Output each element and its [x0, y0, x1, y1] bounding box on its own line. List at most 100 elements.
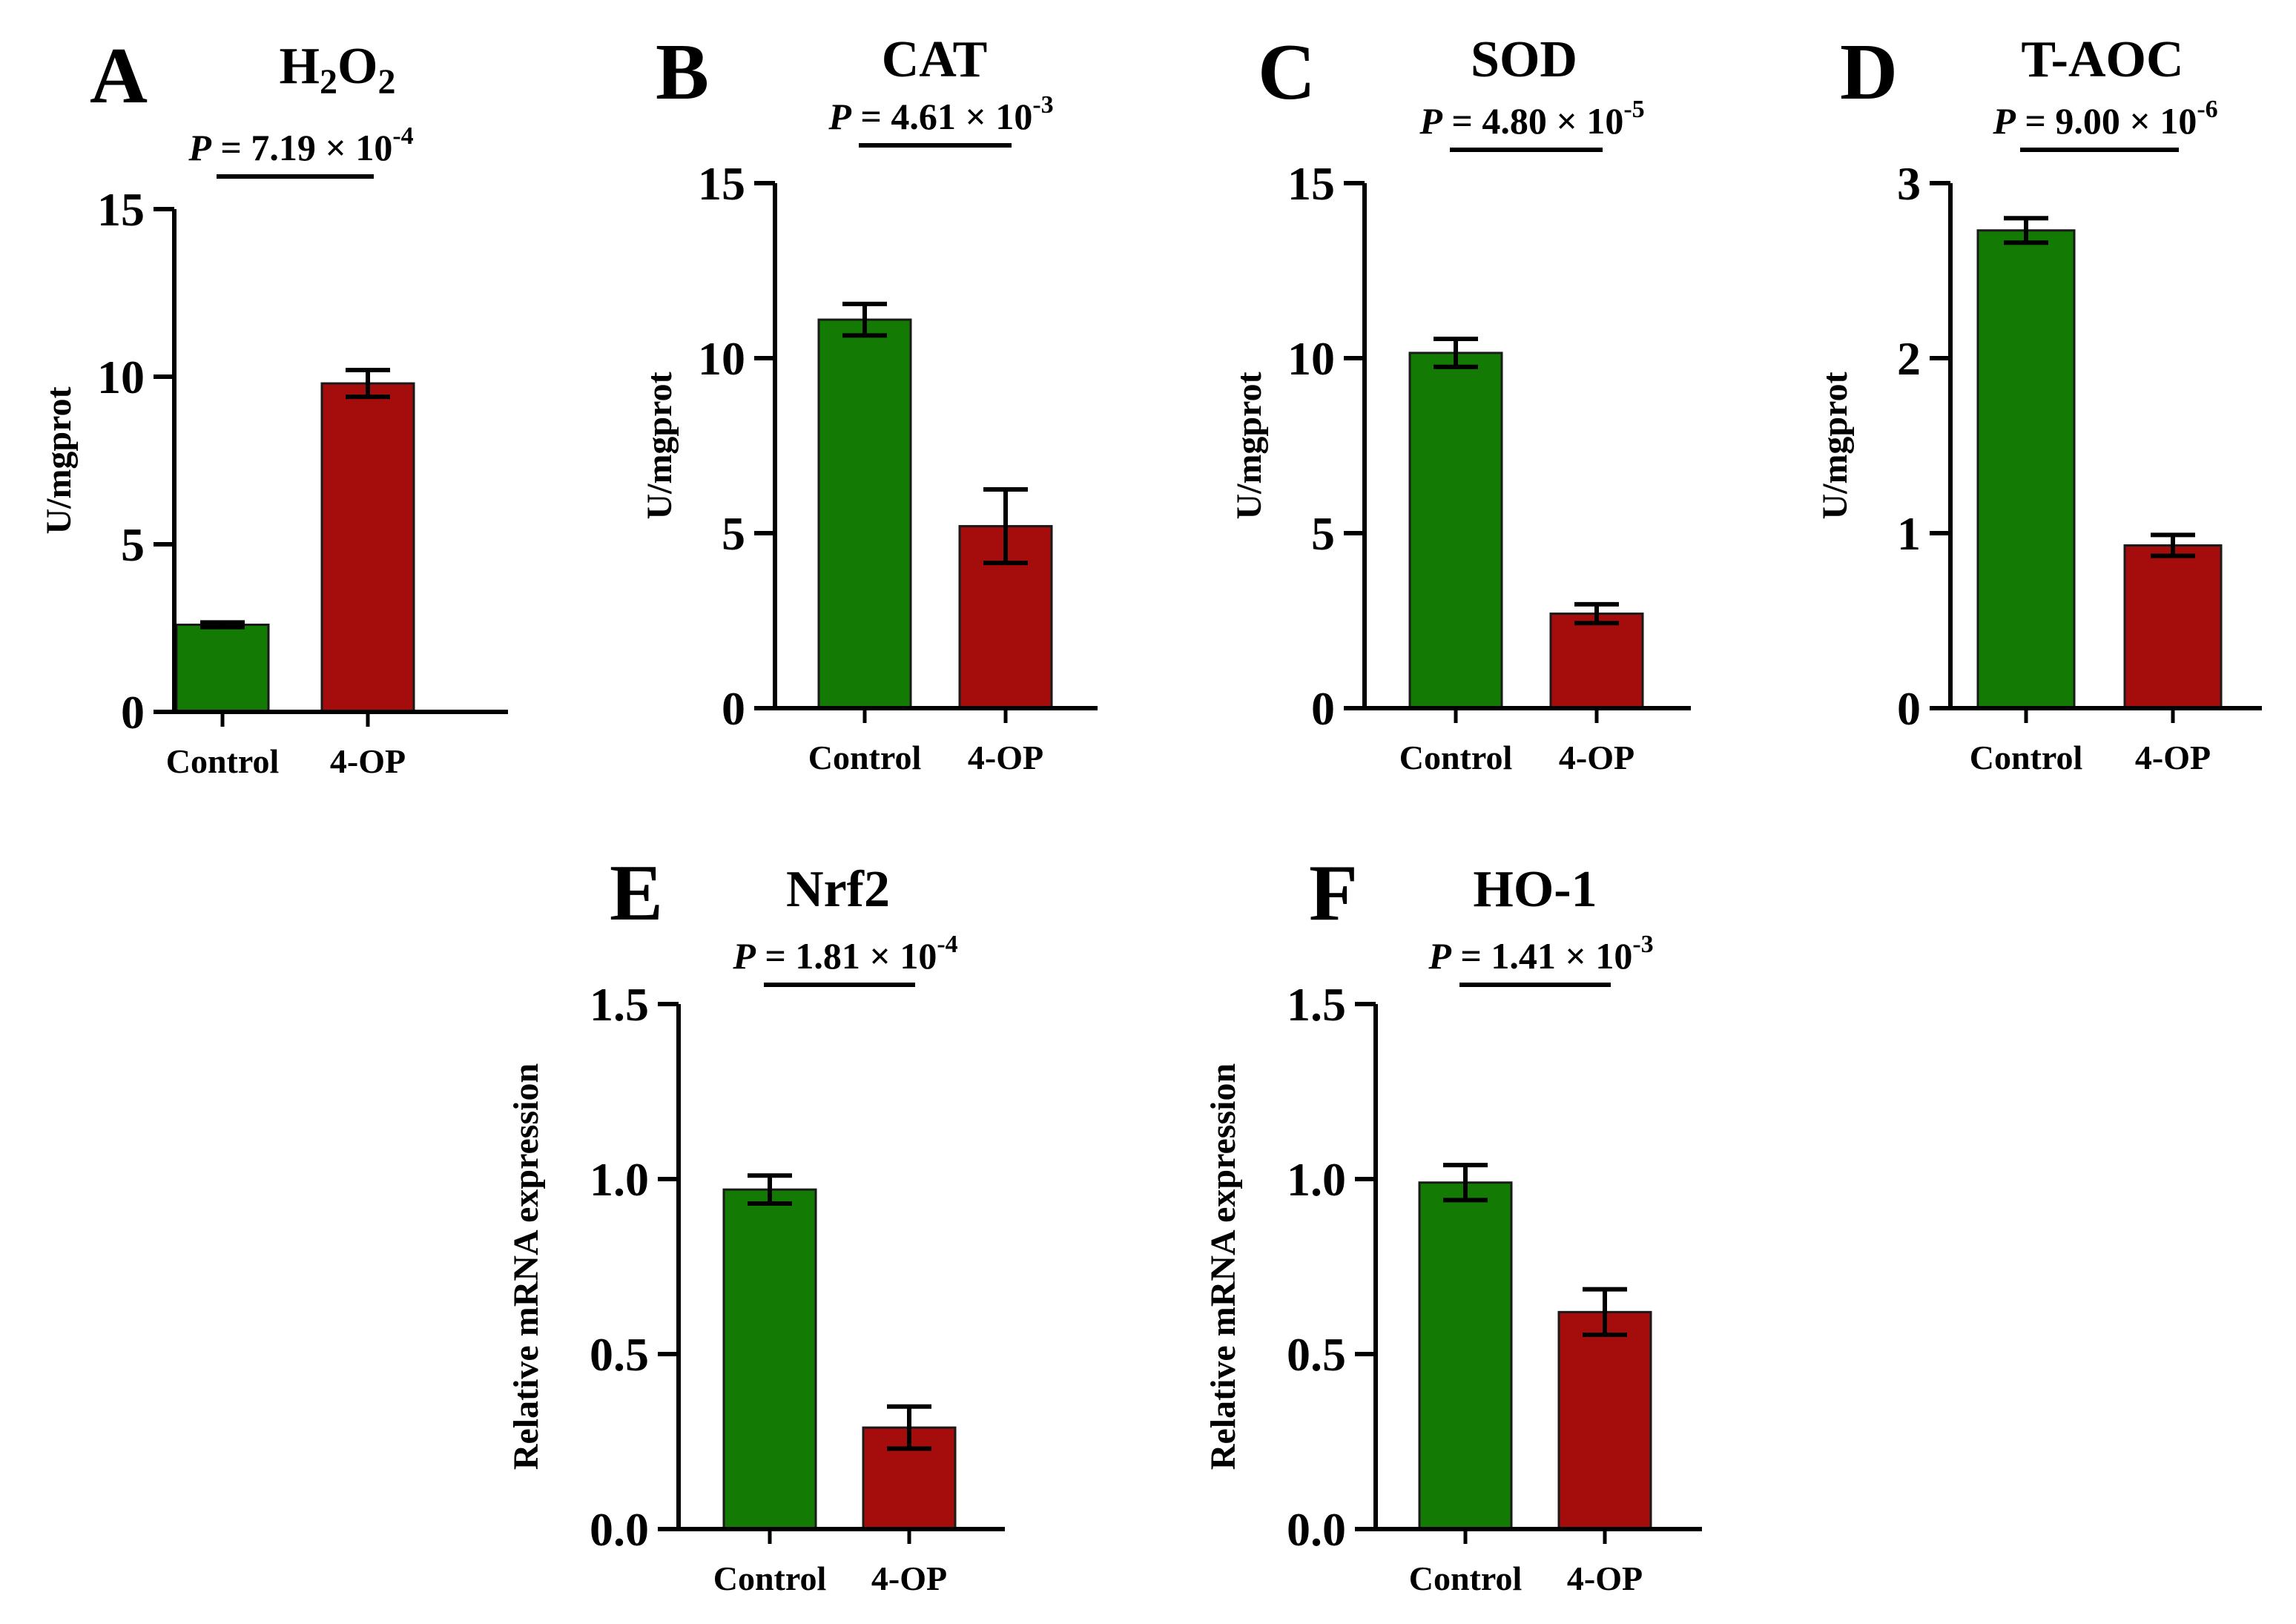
- p-value-exponent: -3: [1032, 91, 1053, 119]
- p-value-number: = 4.80 × 10: [1442, 100, 1623, 142]
- x-tick-label: 4-OP: [1567, 1559, 1643, 1597]
- y-tick-label: 0.0: [1287, 1503, 1346, 1556]
- p-value-label: P = 1.81 × 10-4: [732, 931, 957, 977]
- panel-letter: D: [1840, 28, 1898, 116]
- bar-control: [817, 318, 912, 710]
- p-value-label: P = 4.61 × 10-3: [828, 91, 1053, 137]
- x-tick-label: Control: [713, 1559, 827, 1597]
- y-tick-label: 1: [1897, 507, 1921, 560]
- bar-treatment: [2123, 544, 2223, 710]
- panel-title: Nrf2: [786, 861, 890, 918]
- x-tick-label: 4-OP: [1559, 739, 1634, 776]
- y-tick-label: 3: [1897, 157, 1921, 210]
- p-symbol: P: [1992, 100, 2016, 142]
- p-value-exponent: -3: [1632, 931, 1653, 958]
- y-tick-label: 1.0: [1287, 1153, 1346, 1206]
- p-value-label: P = 7.19 × 10-4: [188, 122, 413, 168]
- y-axis-label: Relative mRNA expression: [1204, 1063, 1243, 1470]
- title-part: O: [337, 38, 377, 95]
- y-tick-label: 2: [1897, 332, 1921, 385]
- p-symbol: P: [828, 96, 851, 137]
- p-value-label: P = 4.80 × 10-5: [1419, 96, 1644, 142]
- p-value-exponent: -4: [937, 931, 957, 958]
- p-value-exponent: -4: [392, 122, 413, 150]
- bar-control: [1418, 1181, 1513, 1531]
- y-tick-label: 0: [121, 686, 145, 739]
- p-value-number: = 4.61 × 10: [851, 96, 1032, 137]
- panel-letter: F: [1309, 849, 1358, 937]
- x-tick-label: Control: [1399, 739, 1513, 776]
- p-value-exponent: -5: [1623, 96, 1644, 123]
- bar-control: [1976, 229, 2076, 710]
- panel-f: F HO-1 P = 1.41 × 10-3 Control 4-OP 0.0 0.5 1.0…: [1204, 849, 1702, 1597]
- p-symbol: P: [1419, 100, 1442, 142]
- p-value-label: P = 1.41 × 10-3: [1428, 931, 1653, 977]
- y-axis-label: U/mgprot: [1815, 372, 1855, 519]
- bar-treatment: [1557, 1310, 1652, 1531]
- panel-e: E Nrf2 P = 1.81 × 10-4 Control 4-OP 0.0 0.5 1.0…: [507, 849, 1005, 1597]
- y-tick-label: 1.5: [1287, 978, 1346, 1031]
- title-part: H: [280, 38, 320, 95]
- y-tick-label: 1.0: [590, 1153, 649, 1206]
- p-symbol: P: [1428, 935, 1451, 977]
- p-value-number: = 1.81 × 10: [756, 935, 937, 977]
- panel-letter: A: [90, 32, 148, 120]
- y-tick-label: 10: [1287, 332, 1335, 385]
- x-tick-label: Control: [1970, 739, 2083, 776]
- y-tick-label: 5: [722, 507, 745, 560]
- panel-letter: C: [1258, 28, 1316, 116]
- panel-title: CAT: [882, 31, 988, 88]
- y-tick-label: 0: [722, 682, 745, 735]
- p-value-number: = 1.41 × 10: [1451, 935, 1632, 977]
- y-tick-label: 10: [97, 351, 145, 403]
- y-tick-label: 5: [121, 518, 145, 571]
- y-tick-label: 0: [1311, 682, 1335, 735]
- bar-control: [175, 623, 270, 713]
- y-tick-label: 10: [698, 332, 745, 385]
- x-tick-label: 4-OP: [330, 742, 406, 780]
- x-tick-label: Control: [1409, 1559, 1523, 1597]
- y-tick-label: 15: [97, 183, 145, 236]
- x-tick-label: Control: [808, 739, 922, 776]
- x-tick-label: 4-OP: [871, 1559, 947, 1597]
- p-value-number: = 9.00 × 10: [2016, 100, 2197, 142]
- bar-control: [722, 1188, 817, 1531]
- y-tick-label: 0: [1897, 682, 1921, 735]
- bar-treatment: [862, 1426, 957, 1531]
- p-value-exponent: -6: [2197, 96, 2217, 123]
- p-symbol: P: [188, 127, 211, 168]
- panel-c: C SOD P = 4.80 × 10-5 Control 4-OP 0 5 10 15 U/mg…: [1230, 28, 1691, 776]
- bar-control: [1408, 351, 1503, 710]
- x-tick-label: 4-OP: [968, 739, 1043, 776]
- panel-letter: B: [656, 28, 709, 116]
- panel-title: SOD: [1471, 31, 1577, 88]
- y-tick-label: 15: [1287, 157, 1335, 210]
- y-tick-label: 0.0: [590, 1503, 649, 1556]
- y-tick-label: 5: [1311, 507, 1335, 560]
- p-value-number: = 7.19 × 10: [211, 127, 392, 168]
- bar-treatment: [1549, 613, 1644, 710]
- p-value-label: P = 9.00 × 10-6: [1992, 96, 2217, 142]
- y-axis-label: Relative mRNA expression: [507, 1063, 546, 1470]
- y-axis-label: U/mgprot: [39, 386, 79, 534]
- y-axis-label: U/mgprot: [640, 372, 679, 519]
- panel-title: H2O2: [280, 38, 396, 102]
- y-tick-label: 1.5: [590, 978, 649, 1031]
- bar-treatment: [320, 382, 415, 713]
- y-tick-label: 15: [698, 157, 745, 210]
- x-tick-label: Control: [166, 742, 280, 780]
- x-tick-label: 4-OP: [2135, 739, 2211, 776]
- p-symbol: P: [732, 935, 756, 977]
- y-tick-label: 0.5: [590, 1328, 649, 1381]
- y-tick-label: 0.5: [1287, 1328, 1346, 1381]
- panel-letter: E: [610, 849, 663, 937]
- panel-title: T-AOC: [2021, 31, 2183, 88]
- title-subscript: 2: [377, 62, 395, 102]
- panel-title: HO-1: [1473, 861, 1597, 918]
- title-subscript: 2: [320, 62, 337, 102]
- y-axis-label: U/mgprot: [1230, 372, 1269, 519]
